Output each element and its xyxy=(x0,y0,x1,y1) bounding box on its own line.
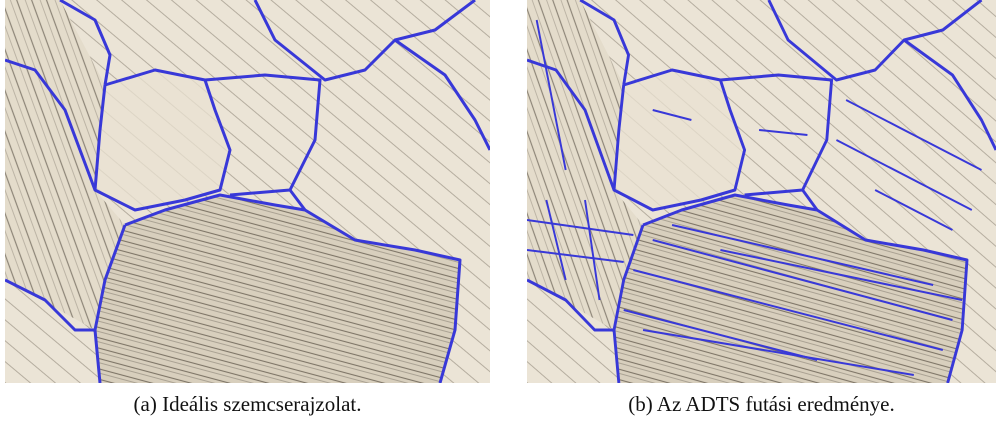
caption: (b) Az ADTS futási eredménye. xyxy=(628,392,895,416)
caption: (a) Ideális szemcserajzolat. xyxy=(133,392,362,416)
image-ideal xyxy=(5,0,490,383)
image-adts xyxy=(527,0,996,383)
